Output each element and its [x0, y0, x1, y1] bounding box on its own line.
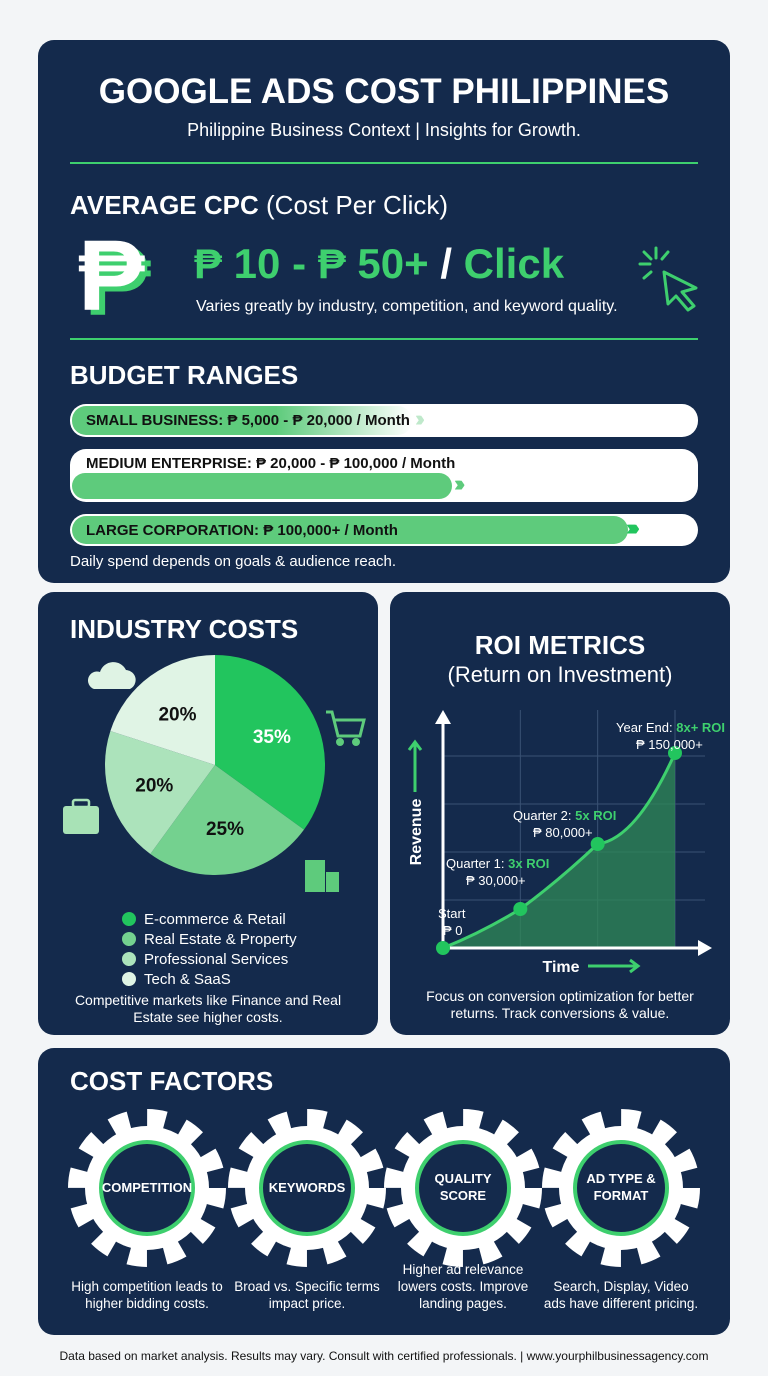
page-subtitle: Philippine Business Context | Insights f…	[187, 120, 581, 140]
roi-note: Focus on conversion optimization for bet…	[426, 988, 694, 1021]
factors-heading: COST FACTORS	[70, 1066, 274, 1096]
data-point	[513, 902, 528, 916]
budget-heading: BUDGET RANGES	[70, 360, 299, 390]
legend-item: E-commerce & Retail	[122, 909, 297, 929]
factors-panel: COST FACTORS COMPETITION High competition…	[38, 1048, 730, 1335]
factor-label: KEYWORDS	[268, 1180, 346, 1195]
legend-label: E-commerce & Retail	[144, 910, 286, 928]
point-label: Quarter 1: 3x ROI	[446, 856, 549, 871]
pie-chart: 35% 25% 20% 20%	[63, 655, 366, 892]
budget-bar-small: ››› SMALL BUSINESS: ₱ 5,000 - ₱ 20,000 /…	[70, 404, 698, 437]
legend-swatch	[122, 972, 136, 986]
legend-item: Tech & SaaS	[122, 969, 297, 989]
point-value: ₱ 0	[443, 923, 463, 938]
footer-text: Data based on market analysis. Results m…	[59, 1349, 709, 1363]
legend-swatch	[122, 952, 136, 966]
factor-description: Broad vs. Specific terms impact price.	[234, 1279, 380, 1311]
cart-icon	[326, 710, 366, 746]
cpc-heading: AVERAGE CPC (Cost Per Click)	[70, 190, 449, 220]
budget-bar-large: ›››››› LARGE CORPORATION: ₱ 100,000+ / M…	[70, 514, 698, 546]
axes	[441, 720, 700, 950]
x-arrow-icon	[588, 958, 641, 974]
factor-label: QUALITY SCORE	[434, 1171, 492, 1203]
roi-subheading: (Return on Investment)	[447, 662, 673, 687]
pie-slice	[215, 655, 325, 830]
briefcase-icon	[63, 798, 99, 834]
industry-note: Competitive markets like Finance and Rea…	[74, 992, 342, 1025]
gear-icon	[542, 1109, 700, 1267]
pie-label: 35%	[253, 727, 291, 748]
industry-panel: INDUSTRY COSTS 35% 25% 20% 20% E-commerce &…	[38, 592, 378, 1035]
chart-legend: E-commerce & Retail Real Estate & Propert…	[122, 909, 297, 989]
point-value: ₱ 80,000+	[533, 825, 593, 840]
divider	[70, 338, 698, 340]
pie-label: 20%	[158, 704, 196, 725]
budget-label: MEDIUM ENTERPRISE: ₱ 20,000 - ₱ 100,000 …	[86, 455, 456, 472]
roi-chart: Time Revenue Start ₱ 0 Quarter 1: 3x ROI ₱ 30…	[407, 710, 725, 976]
factor-description: Higher ad relevance lowers costs. Improv…	[397, 1262, 529, 1311]
legend-label: Real Estate & Property	[144, 930, 297, 948]
point-value: ₱ 30,000+	[466, 873, 526, 888]
point-value: ₱ 150,000+	[636, 737, 703, 752]
pie-slice	[104, 731, 215, 854]
factor-label: AD TYPE & FORMAT	[586, 1171, 656, 1203]
cloud-icon	[87, 662, 136, 689]
factor-description: Search, Display, Video ads have differen…	[543, 1279, 699, 1311]
legend-swatch	[122, 912, 136, 926]
legend-label: Professional Services	[144, 950, 289, 968]
point-label: Year End: 8x+ ROI	[616, 720, 725, 735]
pie-slice	[110, 655, 215, 765]
pie-label: 20%	[135, 776, 173, 797]
point-label: Quarter 2: 5x ROI	[513, 808, 616, 823]
y-axis-label: Revenue	[408, 799, 425, 866]
y-arrow-icon	[407, 739, 423, 792]
legend-swatch	[122, 932, 136, 946]
data-point	[436, 941, 450, 955]
gear-icon	[384, 1109, 542, 1267]
industry-heading: INDUSTRY COSTS	[70, 614, 299, 644]
pie-slice	[150, 765, 304, 875]
data-point	[668, 746, 682, 760]
roi-heading: ROI METRICS	[474, 630, 646, 660]
page-title: GOOGLE ADS COST PHILIPPINES	[98, 72, 670, 111]
budget-label: SMALL BUSINESS: ₱ 5,000 - ₱ 20,000 / Mon…	[86, 412, 410, 429]
point-label: Start	[438, 906, 466, 921]
gear-icon	[68, 1109, 226, 1267]
budget-note: Daily spend depends on goals & audience …	[70, 553, 397, 570]
area-fill	[443, 753, 675, 948]
building-icon	[305, 860, 339, 892]
legend-item: Real Estate & Property	[122, 929, 297, 949]
gear-icon	[228, 1109, 386, 1267]
factor-description: High competition leads to higher bidding…	[71, 1279, 223, 1311]
legend-item: Professional Services	[122, 949, 297, 969]
pie-label: 25%	[206, 819, 244, 840]
roi-panel: ROI METRICS (Return on Investment) Time R…	[390, 592, 730, 1035]
cursor-click-icon	[638, 246, 698, 312]
data-point	[590, 837, 605, 851]
x-axis-label: Time	[542, 959, 579, 976]
factor-label: COMPETITION	[101, 1180, 193, 1195]
budget-label: LARGE CORPORATION: ₱ 100,000+ / Month	[86, 522, 398, 539]
peso-sign-icon: ₱	[78, 220, 145, 332]
cpc-note: Varies greatly by industry, competition,…	[196, 298, 618, 315]
legend-label: Tech & SaaS	[144, 970, 231, 988]
budget-bar-medium: MEDIUM ENTERPRISE: ₱ 20,000 - ₱ 100,000 …	[70, 449, 698, 502]
revenue-line	[442, 752, 677, 950]
cpc-range: ₱ 10 - ₱ 50+ / Click	[194, 240, 565, 287]
divider	[70, 162, 698, 164]
